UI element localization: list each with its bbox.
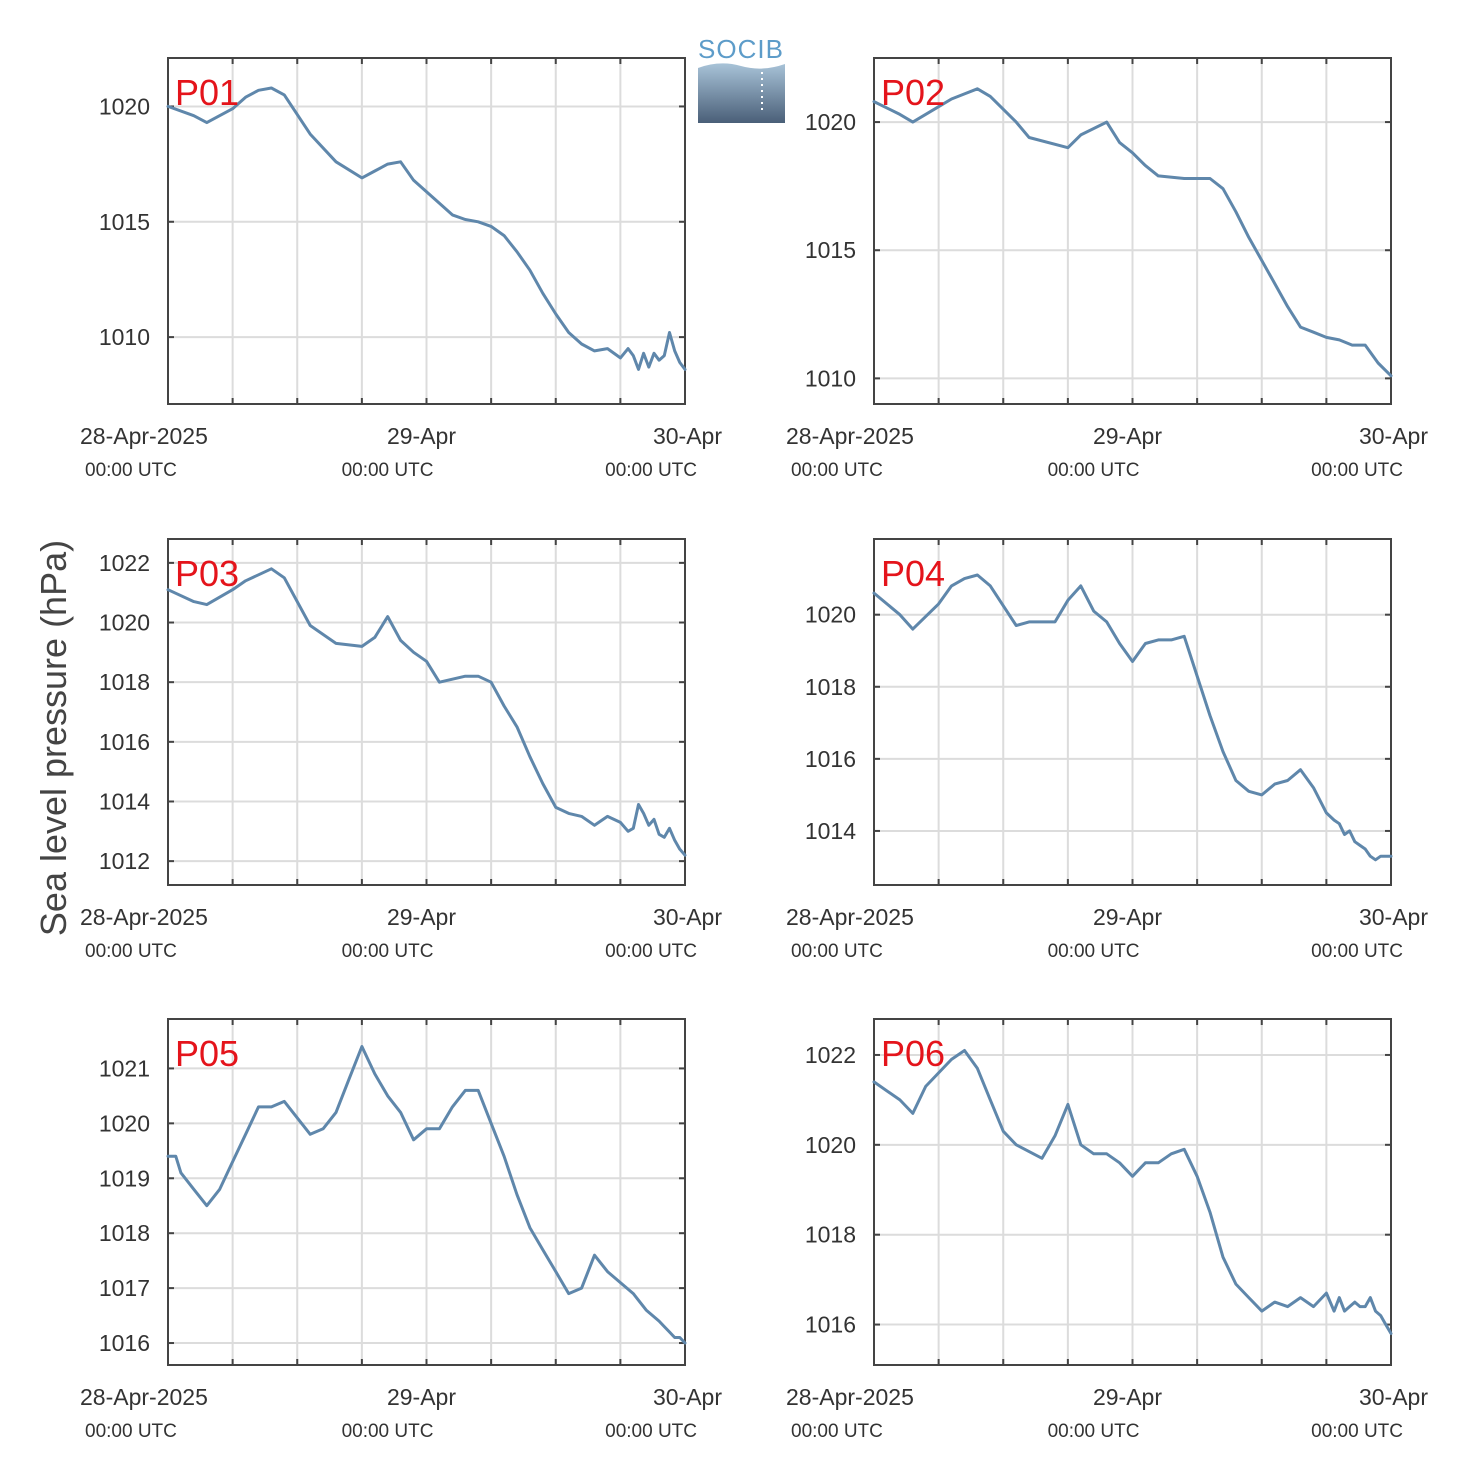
x-tick-label: 29-Apr xyxy=(1093,1384,1162,1410)
logo-wordmark: SOCIB xyxy=(698,34,784,64)
series-line-p06 xyxy=(872,1049,1393,1335)
x-tick-sublabel: 00:00 UTC xyxy=(342,941,434,962)
x-tick-sublabel: 00:00 UTC xyxy=(1048,941,1140,962)
x-tick-sublabel: 00:00 UTC xyxy=(791,1421,883,1442)
y-tick-label: 1016 xyxy=(99,729,150,755)
series-line-p02 xyxy=(872,87,1393,378)
y-tick-label: 1020 xyxy=(805,602,856,628)
panels: 1010 1015 1020 P01 28-Apr-2025 00:00 UTC 29-Ap… xyxy=(80,57,1428,1442)
x-tick-sublabel: 00:00 UTC xyxy=(791,460,883,481)
plot-frame xyxy=(167,538,686,886)
y-tick-label: 1016 xyxy=(99,1330,150,1356)
x-tick-label: 30-Apr xyxy=(1359,904,1428,930)
y-tick-label: 1020 xyxy=(805,109,856,135)
panel-p04: 1014 1016 1018 1020 P04 28-Apr-2025 00:00 UTC 2… xyxy=(786,538,1428,962)
panel-label: P02 xyxy=(881,72,945,113)
panel-p03: 1012 1014 1016 1018 1020 1022 P03 28-Apr-2025 00… xyxy=(80,538,722,962)
x-tick-label: 29-Apr xyxy=(1093,904,1162,930)
y-tick-label: 1015 xyxy=(805,237,856,263)
panel-label: P01 xyxy=(175,72,239,113)
x-tick-label: 29-Apr xyxy=(1093,423,1162,449)
plot-frame xyxy=(873,57,1392,405)
y-tick-label: 1016 xyxy=(805,746,856,772)
series-line-p05 xyxy=(166,1045,687,1345)
panel-label: P05 xyxy=(175,1033,239,1074)
y-tick-label: 1020 xyxy=(99,93,150,119)
x-tick-sublabel: 00:00 UTC xyxy=(1311,941,1403,962)
x-tick-label: 30-Apr xyxy=(1359,423,1428,449)
x-tick-label: 28-Apr-2025 xyxy=(80,423,208,449)
x-tick-label: 30-Apr xyxy=(653,904,722,930)
y-tick-label: 1014 xyxy=(99,788,150,814)
plot-frame xyxy=(873,538,1392,886)
panel-p05: 1016 1017 1018 1019 1020 1021 P05 28-Apr-2025 00… xyxy=(80,1018,722,1442)
x-tick-sublabel: 00:00 UTC xyxy=(1311,460,1403,481)
x-tick-sublabel: 00:00 UTC xyxy=(1048,460,1140,481)
x-tick-label: 29-Apr xyxy=(387,423,456,449)
y-tick-label: 1019 xyxy=(99,1165,150,1191)
x-tick-label: 28-Apr-2025 xyxy=(786,904,914,930)
logo-wave-icon xyxy=(698,63,785,123)
x-tick-sublabel: 00:00 UTC xyxy=(605,1421,697,1442)
y-tick-label: 1012 xyxy=(99,848,150,874)
y-tick-label: 1018 xyxy=(805,1222,856,1248)
plot-frame xyxy=(873,1018,1392,1366)
y-tick-label: 1022 xyxy=(805,1042,856,1068)
panel-p01: 1010 1015 1020 P01 28-Apr-2025 00:00 UTC 29-Ap… xyxy=(80,57,722,481)
x-tick-sublabel: 00:00 UTC xyxy=(342,460,434,481)
x-tick-sublabel: 00:00 UTC xyxy=(342,1421,434,1442)
y-tick-label: 1020 xyxy=(99,1110,150,1136)
x-tick-sublabel: 00:00 UTC xyxy=(85,460,177,481)
x-tick-label: 28-Apr-2025 xyxy=(786,1384,914,1410)
x-tick-label: 28-Apr-2025 xyxy=(786,423,914,449)
y-tick-label: 1015 xyxy=(99,209,150,235)
y-tick-label: 1017 xyxy=(99,1275,150,1301)
series-line-p01 xyxy=(166,86,687,371)
x-tick-sublabel: 00:00 UTC xyxy=(605,941,697,962)
x-tick-label: 29-Apr xyxy=(387,1384,456,1410)
x-tick-label: 30-Apr xyxy=(1359,1384,1428,1410)
y-tick-label: 1018 xyxy=(99,669,150,695)
x-tick-label: 28-Apr-2025 xyxy=(80,1384,208,1410)
y-tick-label: 1014 xyxy=(805,818,856,844)
panel-label: P04 xyxy=(881,553,945,594)
series-line-p03 xyxy=(166,567,687,857)
panel-p06: 1016 1018 1020 1022 P06 28-Apr-2025 00:00 UTC 2… xyxy=(786,1018,1428,1442)
y-tick-label: 1018 xyxy=(99,1220,150,1246)
y-tick-label: 1018 xyxy=(805,674,856,700)
y-tick-label: 1016 xyxy=(805,1312,856,1338)
x-tick-label: 28-Apr-2025 xyxy=(80,904,208,930)
panel-label: P03 xyxy=(175,553,239,594)
plot-frame xyxy=(167,1018,686,1366)
x-tick-sublabel: 00:00 UTC xyxy=(85,941,177,962)
x-tick-label: 30-Apr xyxy=(653,423,722,449)
x-tick-sublabel: 00:00 UTC xyxy=(791,941,883,962)
x-tick-sublabel: 00:00 UTC xyxy=(85,1421,177,1442)
series-line-p04 xyxy=(872,573,1393,862)
y-tick-label: 1010 xyxy=(805,365,856,391)
y-tick-label: 1020 xyxy=(99,610,150,636)
y-tick-label: 1010 xyxy=(99,324,150,350)
plot-frame xyxy=(167,57,686,405)
y-axis-label: Sea level pressure (hPa) xyxy=(33,540,74,936)
x-tick-sublabel: 00:00 UTC xyxy=(605,460,697,481)
x-tick-label: 29-Apr xyxy=(387,904,456,930)
y-tick-label: 1022 xyxy=(99,550,150,576)
socib-logo: SOCIB xyxy=(698,34,785,123)
panel-p02: 1010 1015 1020 P02 28-Apr-2025 00:00 UTC 29-Ap… xyxy=(786,57,1428,481)
panel-label: P06 xyxy=(881,1033,945,1074)
y-tick-label: 1021 xyxy=(99,1055,150,1081)
y-tick-label: 1020 xyxy=(805,1132,856,1158)
x-tick-sublabel: 00:00 UTC xyxy=(1311,1421,1403,1442)
x-tick-sublabel: 00:00 UTC xyxy=(1048,1421,1140,1442)
x-tick-label: 30-Apr xyxy=(653,1384,722,1410)
